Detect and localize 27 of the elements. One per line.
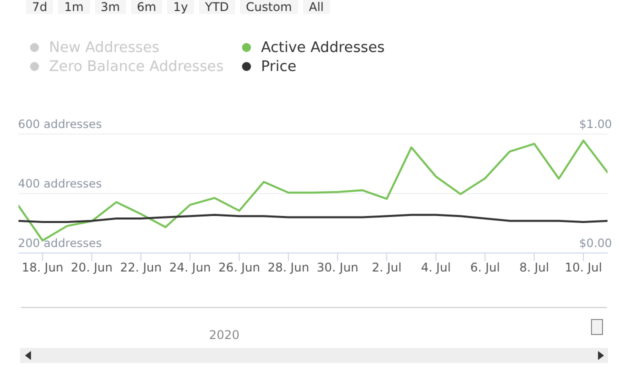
x-tick-label: 8. Jul [519, 260, 550, 275]
text: 1m [58, 0, 90, 14]
x-tick-label: 30. Jun [316, 260, 358, 275]
text: All [302, 0, 330, 14]
y2-tick-label: $0.00 [579, 236, 612, 250]
text: 3m [94, 0, 126, 14]
x-tick-label: 4. Jul [421, 260, 451, 275]
x-tick-label: 10. Jul [564, 260, 602, 275]
x-tick-label: 6. Jul [470, 260, 500, 275]
legend-label: Price [261, 58, 296, 74]
x-tick-label: 20. Jun [70, 260, 113, 275]
x-tick-label: 26. Jun [218, 260, 260, 275]
text: 7d [26, 0, 54, 14]
text: 1y [167, 0, 194, 14]
x-tick-label: 2. Jul [372, 260, 402, 275]
y2-tick-label: $1.00 [579, 117, 612, 131]
text: Custom [240, 0, 298, 14]
text: 6m [130, 0, 162, 14]
text: YTD [199, 0, 235, 14]
y-tick-label: 200 addresses [18, 236, 102, 250]
y-tick-label: 600 addresses [18, 117, 102, 131]
x-tick-label: 28. Jun [268, 260, 310, 275]
y-tick-label: 400 addresses [18, 176, 102, 190]
x-tick-label: 24. Jun [169, 260, 211, 275]
x-tick-label: 18. Jun [22, 260, 64, 275]
legend-label: Active Addresses [261, 40, 385, 56]
x-tick-label: 22. Jun [120, 260, 162, 275]
